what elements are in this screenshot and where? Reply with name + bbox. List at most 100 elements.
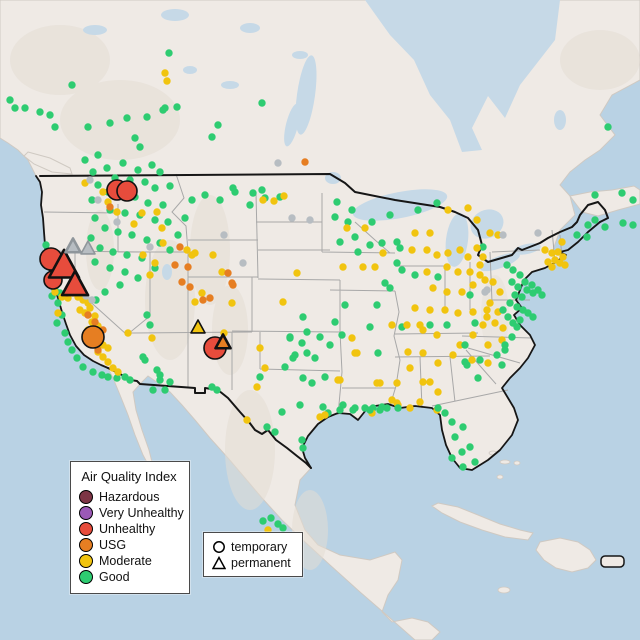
us-mexico-border xyxy=(107,367,312,469)
station-dot-good xyxy=(146,321,154,329)
station-dot-good xyxy=(336,238,344,246)
station-dot-good xyxy=(51,123,59,131)
great-salt-lake xyxy=(162,264,172,280)
station-dot-good xyxy=(601,223,609,231)
station-dot-good xyxy=(68,346,76,354)
station-dot-moderate xyxy=(548,249,556,257)
event-marker-triangle-no-data xyxy=(80,240,96,255)
station-dot-good xyxy=(289,354,297,362)
station-dot-moderate xyxy=(434,359,442,367)
station-dot-moderate xyxy=(548,263,556,271)
station-dot-good xyxy=(216,196,224,204)
station-dot-good xyxy=(518,293,526,301)
station-dot-moderate xyxy=(443,263,451,271)
station-dot-good xyxy=(528,281,536,289)
station-dot-good xyxy=(128,231,136,239)
station-dot-no-data xyxy=(306,216,314,224)
station-dot-good xyxy=(121,268,129,276)
station-dot-moderate xyxy=(559,253,567,261)
station-dot-usg xyxy=(206,294,214,302)
station-dot-good xyxy=(394,404,402,412)
station-dot-moderate xyxy=(458,288,466,296)
station-dot-good xyxy=(629,221,637,229)
station-dot-moderate xyxy=(86,304,94,312)
station-dot-good xyxy=(139,353,147,361)
station-dot-good xyxy=(433,199,441,207)
station-dot-good xyxy=(459,423,467,431)
station-dot-good xyxy=(201,191,209,199)
station-dot-good xyxy=(123,114,131,122)
station-dot-moderate xyxy=(139,251,147,259)
station-dot-good xyxy=(116,281,124,289)
station-dot-moderate xyxy=(99,188,107,196)
station-dot-good xyxy=(393,259,401,267)
station-dot-moderate xyxy=(423,246,431,254)
station-dot-usg xyxy=(176,243,184,251)
station-dot-moderate xyxy=(339,263,347,271)
station-dot-good xyxy=(376,406,384,414)
station-dot-good xyxy=(426,321,434,329)
station-dot-moderate xyxy=(373,379,381,387)
station-dot-good xyxy=(493,351,501,359)
station-dot-moderate xyxy=(441,306,449,314)
station-dot-moderate xyxy=(293,269,301,277)
station-dot-moderate xyxy=(161,69,169,77)
station-dot-moderate xyxy=(433,331,441,339)
station-dot-good xyxy=(368,218,376,226)
station-dot-good xyxy=(101,224,109,232)
station-dot-good xyxy=(443,321,451,329)
event-marker-triangle-unhealthy xyxy=(47,248,81,279)
station-dot-good xyxy=(434,273,442,281)
station-dot-moderate xyxy=(253,383,261,391)
lake-erie xyxy=(480,252,520,272)
good-swatch-icon xyxy=(79,570,93,584)
station-dot-good xyxy=(474,374,482,382)
station-dot-good xyxy=(538,291,546,299)
vancouver-island xyxy=(23,151,73,175)
cuba xyxy=(431,502,534,541)
station-dot-no-data xyxy=(288,214,296,222)
station-dot-moderate xyxy=(353,349,361,357)
station-dot-good xyxy=(94,151,102,159)
station-dot-good xyxy=(271,428,279,436)
station-dot-good xyxy=(583,233,591,241)
station-dot-good xyxy=(529,313,537,321)
station-dot-moderate xyxy=(444,249,452,257)
station-dot-good xyxy=(64,338,72,346)
hudson-bay xyxy=(365,0,560,152)
station-dot-good xyxy=(381,279,389,287)
aqi-legend: Air Quality Index Hazardous Very Unhealt… xyxy=(70,461,190,594)
station-dot-moderate xyxy=(280,192,288,200)
station-dot-good xyxy=(36,108,44,116)
station-dot-moderate xyxy=(151,259,159,267)
station-dot-good xyxy=(274,520,282,528)
station-dot-moderate xyxy=(419,378,427,386)
station-dot-good xyxy=(374,349,382,357)
legend-item-good: Good xyxy=(79,570,179,584)
unhealthy-swatch-icon xyxy=(79,522,93,536)
station-dot-good xyxy=(303,328,311,336)
station-dot-moderate xyxy=(379,249,387,257)
station-dot-good xyxy=(441,409,449,417)
station-dot-good xyxy=(159,201,167,209)
station-dot-good xyxy=(311,354,319,362)
station-dot-moderate xyxy=(343,224,351,232)
station-dot-good xyxy=(173,103,181,111)
station-dot-moderate xyxy=(456,246,464,254)
station-dot-moderate xyxy=(279,298,287,306)
puerto-rico xyxy=(600,555,625,568)
station-dot-good xyxy=(6,96,14,104)
station-dot-moderate xyxy=(159,239,167,247)
station-dot-good xyxy=(148,161,156,169)
station-dot-moderate xyxy=(469,331,477,339)
permanent-triangle-icon xyxy=(212,555,226,569)
station-dot-good xyxy=(501,341,509,349)
station-dot-usg xyxy=(84,311,92,319)
station-dot-moderate xyxy=(138,209,146,217)
station-dot-good xyxy=(619,219,627,227)
station-dot-good xyxy=(149,386,157,394)
station-dot-good xyxy=(42,241,50,249)
station-dot-good xyxy=(188,196,196,204)
station-dot-good xyxy=(89,368,97,376)
station-dot-good xyxy=(98,371,106,379)
